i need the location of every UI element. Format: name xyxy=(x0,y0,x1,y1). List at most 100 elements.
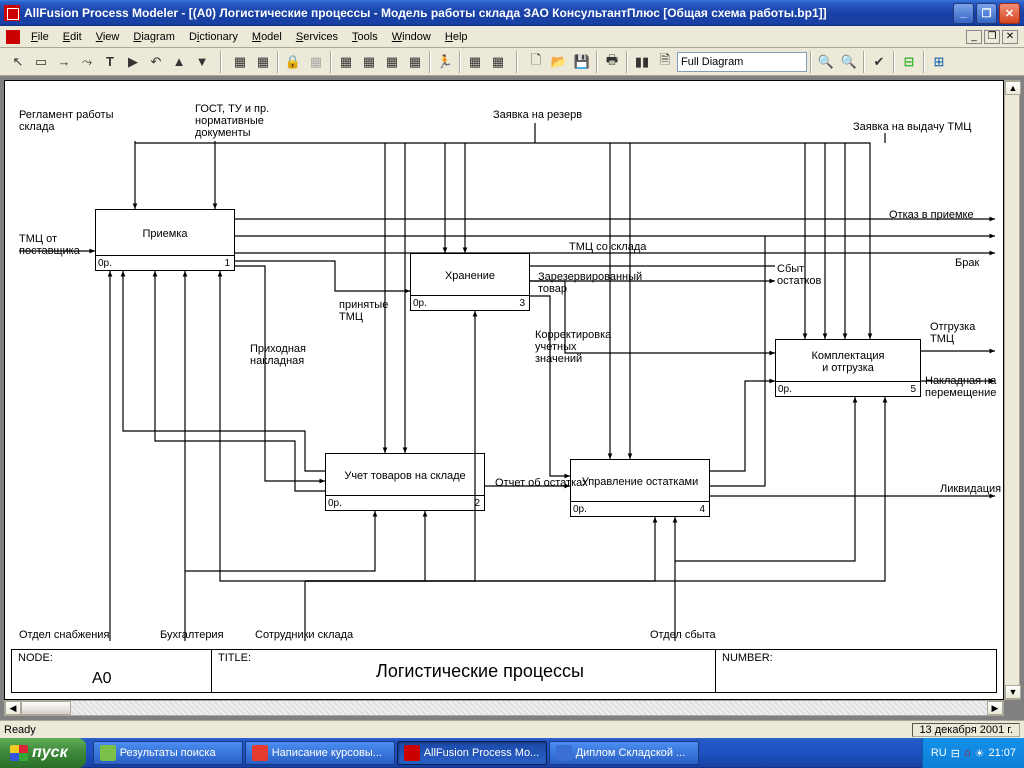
tray-icon[interactable]: ⌂ xyxy=(964,747,971,759)
menu-tools[interactable]: Tools xyxy=(346,29,384,45)
tb-i-icon[interactable]: 🏃 xyxy=(434,51,456,73)
activity-box[interactable]: Управление остатками0р.4 xyxy=(570,459,710,517)
tb-b-icon[interactable]: ▦ xyxy=(252,51,274,73)
tb-g-icon[interactable]: ▦ xyxy=(381,51,403,73)
zoom-in-icon[interactable]: 🔍 xyxy=(815,51,837,73)
down-tool-icon[interactable]: ▼ xyxy=(191,51,213,73)
title-value: Логистические процессы xyxy=(251,661,709,682)
arrow-label: ТМЦ со склада xyxy=(569,241,646,253)
tb-k-icon[interactable]: ▦ xyxy=(487,51,509,73)
zoom-out-icon[interactable]: 🔍 xyxy=(838,51,860,73)
taskbar-button[interactable]: AllFusion Process Mo... xyxy=(397,741,547,765)
box-label: Приемка xyxy=(96,228,234,240)
task-icon xyxy=(252,745,268,761)
tray-icon[interactable]: ☀ xyxy=(975,747,985,760)
mdi-icon xyxy=(6,30,20,44)
menu-model[interactable]: Model xyxy=(246,29,288,45)
tb-f-icon[interactable]: ▦ xyxy=(358,51,380,73)
arrow-label: ОтгрузкаТМЦ xyxy=(930,321,975,345)
up-tool-icon[interactable]: ▲ xyxy=(168,51,190,73)
menu-edit[interactable]: Edit xyxy=(57,29,88,45)
print-icon[interactable]: 🖶 xyxy=(601,51,623,73)
menu-dictionary[interactable]: Dictionary xyxy=(183,29,244,45)
tb-h-icon[interactable]: ▦ xyxy=(404,51,426,73)
box-cost: 0р. xyxy=(328,498,342,509)
tb-j-icon[interactable]: ▦ xyxy=(464,51,486,73)
text-tool-icon[interactable]: T xyxy=(99,51,121,73)
system-tray[interactable]: RU ⊟ ⌂ ☀ 21:07 xyxy=(922,738,1024,768)
activity-box[interactable]: Комплектацияи отгрузка0р.5 xyxy=(775,339,921,397)
start-button[interactable]: пуск xyxy=(0,738,86,768)
arrow-label: принятыеТМЦ xyxy=(339,299,388,323)
horizontal-scrollbar[interactable]: ◀ ▶ xyxy=(4,700,1004,716)
taskbar-button[interactable]: Диплом Складской ... xyxy=(549,741,699,765)
tb-a-icon[interactable]: ▦ xyxy=(229,51,251,73)
box-label: Комплектацияи отгрузка xyxy=(776,350,920,374)
mdi-restore-button[interactable]: ❐ xyxy=(984,30,1000,44)
arrow-label: Бухгалтерия xyxy=(160,629,224,641)
number-label: NUMBER: xyxy=(722,652,773,664)
zoom-select[interactable] xyxy=(677,52,807,72)
taskbar-button[interactable]: Написание курсовы... xyxy=(245,741,395,765)
undo-icon[interactable]: ↶ xyxy=(145,51,167,73)
go-tool-icon[interactable]: ▶ xyxy=(122,51,144,73)
menu-services[interactable]: Services xyxy=(290,29,344,45)
save-icon[interactable]: 💾 xyxy=(571,51,593,73)
arrow-label: Отдел сбыта xyxy=(650,629,716,641)
menu-bar: File Edit View Diagram Dictionary Model … xyxy=(0,26,1024,48)
arrow-label: Сбытостатков xyxy=(777,263,821,287)
tb-c-icon[interactable]: 🔒 xyxy=(282,51,304,73)
diagram-footer: NODE: A0 TITLE: Логистические процессы N… xyxy=(11,649,997,693)
arrow-label: Заявка на резерв xyxy=(493,109,582,121)
tree-icon[interactable]: ⊟ xyxy=(898,51,920,73)
windows-flag-icon xyxy=(10,745,28,761)
close-button[interactable]: ✕ xyxy=(999,3,1020,24)
minimize-button[interactable]: _ xyxy=(953,3,974,24)
spell-icon[interactable]: ✔ xyxy=(868,51,890,73)
tray-icon[interactable]: ⊟ xyxy=(951,747,960,760)
clock[interactable]: 21:07 xyxy=(988,747,1016,759)
pointer-tool-icon[interactable]: ↖ xyxy=(7,51,29,73)
node-value: A0 xyxy=(92,670,112,688)
squiggle-tool-icon[interactable]: ⤳ xyxy=(76,51,98,73)
box-cost: 0р. xyxy=(98,258,112,269)
tb-e-icon[interactable]: ▦ xyxy=(335,51,357,73)
box-tool-icon[interactable]: ▭ xyxy=(30,51,52,73)
mdi-minimize-button[interactable]: _ xyxy=(966,30,982,44)
box-cost: 0р. xyxy=(573,504,587,515)
node-label: NODE: xyxy=(18,652,53,664)
menu-file[interactable]: File xyxy=(25,29,55,45)
menu-help[interactable]: Help xyxy=(439,29,474,45)
task-icon xyxy=(556,745,572,761)
status-bar: Ready 13 декабря 2001 г. xyxy=(0,720,1024,738)
diagram-canvas[interactable]: Приемка0р.1Учет товаров на складе0р.2Хра… xyxy=(4,80,1004,700)
activity-box[interactable]: Учет товаров на складе0р.2 xyxy=(325,453,485,511)
maximize-button[interactable]: ❐ xyxy=(976,3,997,24)
start-label: пуск xyxy=(32,744,68,762)
activity-box[interactable]: Приемка0р.1 xyxy=(95,209,235,271)
arrow-label: Отчет об остатках xyxy=(495,477,588,489)
lang-indicator[interactable]: RU xyxy=(931,747,947,759)
arrow-tool-icon[interactable]: → xyxy=(53,51,75,73)
taskbar-button[interactable]: Результаты поиска xyxy=(93,741,243,765)
activity-box[interactable]: Хранение0р.3 xyxy=(410,253,530,311)
box-cost: 0р. xyxy=(778,384,792,395)
menu-view[interactable]: View xyxy=(90,29,126,45)
arrow-label: Зарезервированныйтовар xyxy=(538,271,642,295)
tb-d-icon[interactable]: ▦ xyxy=(305,51,327,73)
globe-icon[interactable]: ⊞ xyxy=(928,51,950,73)
rpt-icon[interactable]: ▮▮ xyxy=(631,51,653,73)
mdi-close-button[interactable]: ✕ xyxy=(1002,30,1018,44)
arrow-label: Сотрудники склада xyxy=(255,629,353,641)
vertical-scrollbar[interactable]: ▲ ▼ xyxy=(1004,80,1020,700)
open-icon[interactable]: 📂 xyxy=(548,51,570,73)
menu-diagram[interactable]: Diagram xyxy=(127,29,181,45)
arrow-label: Заявка на выдачу ТМЦ xyxy=(853,121,971,133)
arrow-label: Ликвидация xyxy=(940,483,1001,495)
menu-window[interactable]: Window xyxy=(386,29,437,45)
doc-icon[interactable]: 🗎 xyxy=(654,51,676,73)
box-label: Хранение xyxy=(411,270,529,282)
new-icon[interactable]: 🗋 xyxy=(525,51,547,73)
arrow-label: Регламент работысклада xyxy=(19,109,113,133)
status-date: 13 декабря 2001 г. xyxy=(912,723,1020,737)
